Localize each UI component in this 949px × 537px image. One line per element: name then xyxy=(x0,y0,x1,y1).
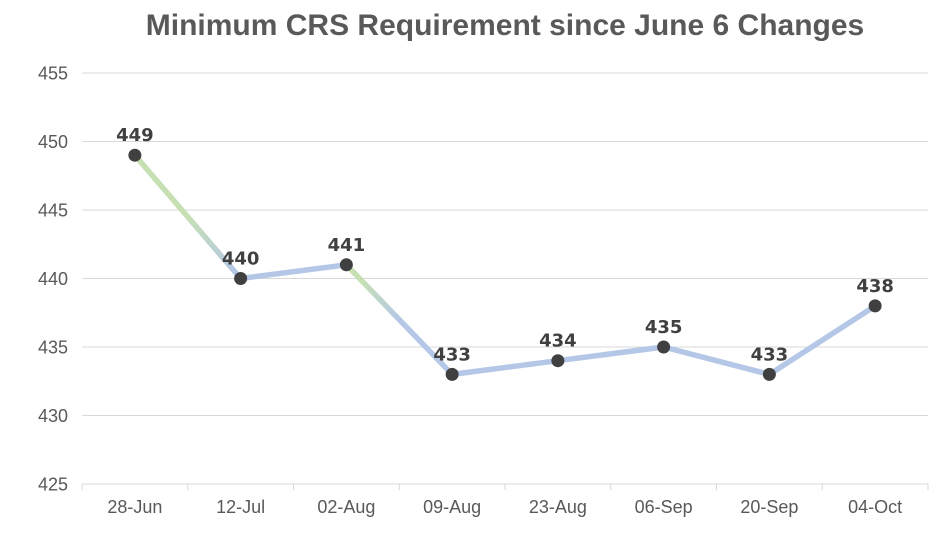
data-point-label: 433 xyxy=(433,344,471,365)
data-point-label: 441 xyxy=(328,235,366,256)
y-tick-label: 430 xyxy=(38,406,68,426)
y-tick-label: 435 xyxy=(38,338,68,358)
y-tick-label: 455 xyxy=(38,64,68,84)
chart-title: Minimum CRS Requirement since June 6 Cha… xyxy=(145,9,865,42)
line-segment xyxy=(237,262,350,282)
line-segment xyxy=(555,344,667,364)
data-point-marker xyxy=(657,340,671,354)
data-point-marker xyxy=(551,354,565,368)
line-segment xyxy=(660,344,773,378)
data-point-label: 438 xyxy=(856,276,894,297)
x-tick-label: 23-Aug xyxy=(529,497,587,517)
x-tick-label: 12-Jul xyxy=(216,497,265,517)
data-point-marker xyxy=(234,272,248,285)
line-segment xyxy=(343,262,455,378)
data-point-marker xyxy=(128,148,142,162)
data-point-marker xyxy=(762,367,776,381)
data-point-marker xyxy=(868,299,882,313)
y-tick-label: 425 xyxy=(38,475,68,495)
x-tick-label: 28-Jun xyxy=(107,497,162,517)
x-tick-label: 04-Oct xyxy=(848,497,902,517)
x-tick-label: 20-Sep xyxy=(740,497,798,517)
x-tick-label: 06-Sep xyxy=(635,497,693,517)
line-segment xyxy=(766,303,878,378)
data-point-label: 440 xyxy=(222,249,260,270)
line-segment xyxy=(449,357,561,378)
x-tick-label: 02-Aug xyxy=(317,497,375,517)
data-point-label: 434 xyxy=(539,331,577,352)
x-tick-label: 09-Aug xyxy=(423,497,481,517)
line-segment xyxy=(132,152,244,282)
data-point-label: 433 xyxy=(751,344,789,365)
y-tick-label: 440 xyxy=(38,269,68,289)
data-point-label: 449 xyxy=(116,125,154,146)
data-point-marker xyxy=(339,258,353,272)
data-point-marker xyxy=(445,367,459,381)
y-tick-label: 450 xyxy=(38,132,68,152)
data-point-label: 435 xyxy=(645,317,683,338)
y-tick-label: 445 xyxy=(38,201,68,221)
